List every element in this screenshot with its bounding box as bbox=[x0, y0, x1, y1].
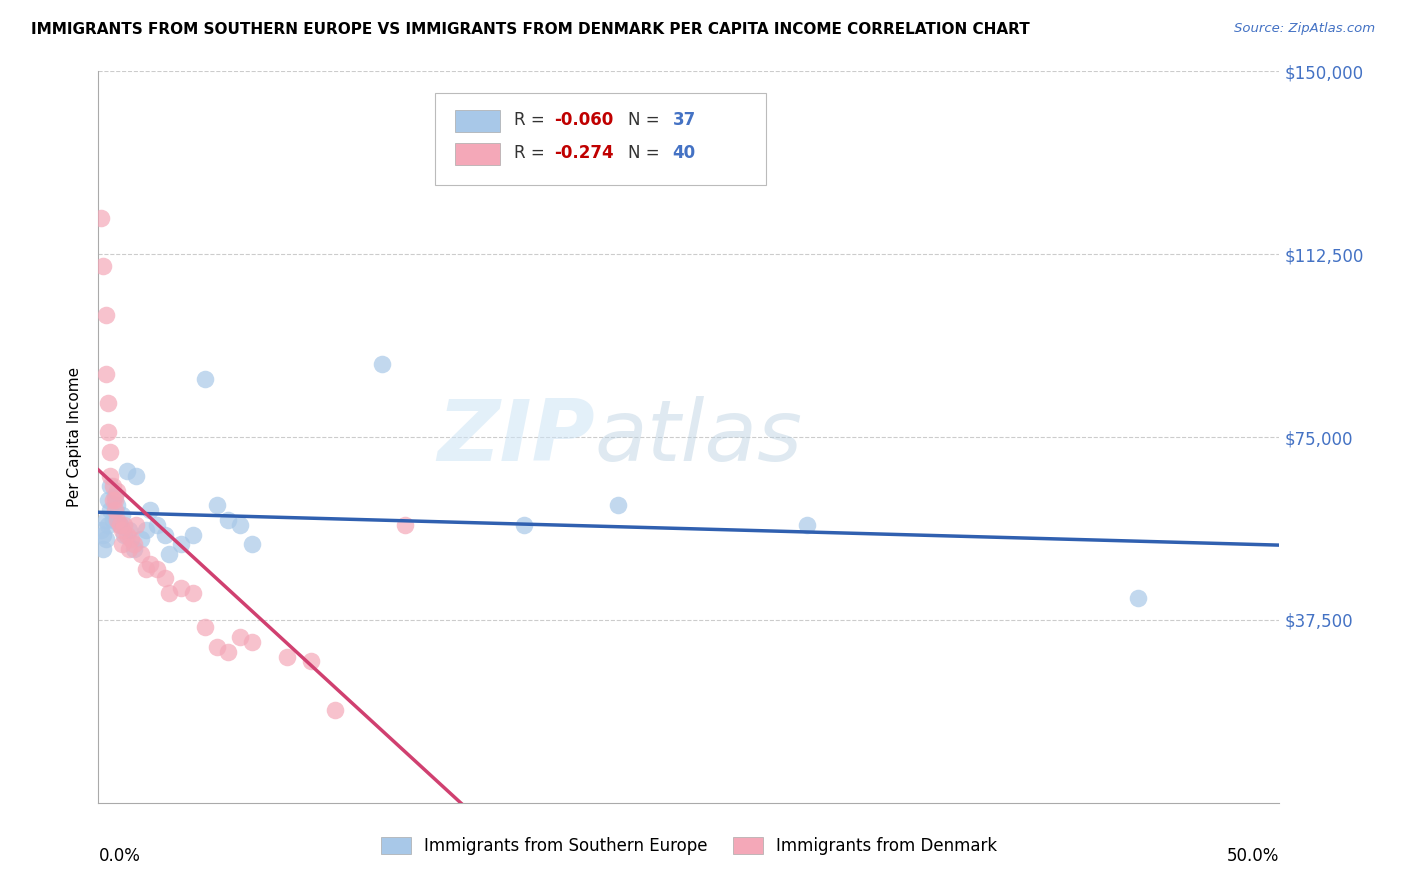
Point bbox=[122, 542, 145, 557]
FancyBboxPatch shape bbox=[456, 110, 501, 132]
Point bbox=[157, 586, 180, 600]
Point bbox=[98, 469, 121, 483]
Point bbox=[118, 523, 141, 537]
Point bbox=[170, 581, 193, 595]
Point bbox=[101, 479, 124, 493]
Point bbox=[94, 533, 117, 547]
Point bbox=[94, 308, 117, 322]
Point bbox=[139, 557, 162, 571]
Point bbox=[135, 562, 157, 576]
Point bbox=[101, 493, 124, 508]
Point bbox=[98, 503, 121, 517]
Point bbox=[101, 513, 124, 527]
Point bbox=[153, 572, 176, 586]
Point bbox=[97, 425, 120, 440]
Point bbox=[607, 499, 630, 513]
Point bbox=[91, 527, 114, 541]
Point bbox=[104, 489, 127, 503]
Text: R =: R = bbox=[515, 145, 555, 162]
Text: 40: 40 bbox=[672, 145, 696, 162]
Point bbox=[90, 523, 112, 537]
FancyBboxPatch shape bbox=[456, 143, 501, 165]
Point bbox=[104, 503, 127, 517]
Point bbox=[181, 586, 204, 600]
Y-axis label: Per Capita Income: Per Capita Income bbox=[67, 367, 83, 508]
Point bbox=[146, 562, 169, 576]
Point bbox=[1126, 591, 1149, 605]
Point bbox=[371, 357, 394, 371]
Point bbox=[394, 517, 416, 532]
Point bbox=[170, 537, 193, 551]
Point bbox=[97, 517, 120, 532]
Point bbox=[146, 517, 169, 532]
Point bbox=[240, 635, 263, 649]
Point bbox=[115, 464, 138, 478]
Point bbox=[299, 654, 322, 668]
Text: N =: N = bbox=[627, 112, 665, 129]
Legend: Immigrants from Southern Europe, Immigrants from Denmark: Immigrants from Southern Europe, Immigra… bbox=[375, 832, 1002, 860]
Point bbox=[91, 260, 114, 274]
Point bbox=[94, 367, 117, 381]
Point bbox=[104, 493, 127, 508]
Point bbox=[229, 517, 252, 532]
Point bbox=[153, 527, 176, 541]
Point bbox=[205, 499, 228, 513]
Point bbox=[91, 542, 114, 557]
Text: -0.060: -0.060 bbox=[554, 112, 613, 129]
Point bbox=[118, 542, 141, 557]
Text: ZIP: ZIP bbox=[437, 395, 595, 479]
Point bbox=[98, 444, 121, 458]
Point bbox=[240, 537, 263, 551]
Point bbox=[125, 517, 148, 532]
Point bbox=[105, 499, 128, 513]
Point bbox=[276, 649, 298, 664]
Text: 37: 37 bbox=[672, 112, 696, 129]
Point bbox=[157, 547, 180, 561]
Text: atlas: atlas bbox=[595, 395, 803, 479]
Point bbox=[121, 533, 143, 547]
Point bbox=[108, 517, 131, 532]
Point bbox=[90, 211, 112, 225]
Text: 50.0%: 50.0% bbox=[1227, 847, 1279, 864]
Point bbox=[111, 508, 134, 522]
Point bbox=[129, 533, 152, 547]
Point bbox=[108, 517, 131, 532]
Point bbox=[122, 537, 145, 551]
Point bbox=[94, 513, 117, 527]
Point bbox=[181, 527, 204, 541]
Point bbox=[105, 513, 128, 527]
Point bbox=[98, 479, 121, 493]
Point bbox=[217, 645, 239, 659]
Point bbox=[111, 523, 134, 537]
Point bbox=[229, 630, 252, 644]
Point bbox=[105, 483, 128, 498]
Point bbox=[217, 513, 239, 527]
Text: N =: N = bbox=[627, 145, 665, 162]
Point bbox=[112, 517, 135, 532]
Point bbox=[796, 517, 818, 532]
Point bbox=[194, 620, 217, 634]
Point bbox=[115, 527, 138, 541]
Text: -0.274: -0.274 bbox=[554, 145, 614, 162]
Text: Source: ZipAtlas.com: Source: ZipAtlas.com bbox=[1234, 22, 1375, 36]
Point bbox=[194, 371, 217, 385]
Point bbox=[139, 503, 162, 517]
Point bbox=[129, 547, 152, 561]
Point bbox=[135, 523, 157, 537]
Text: 0.0%: 0.0% bbox=[98, 847, 141, 864]
Point bbox=[205, 640, 228, 654]
Point bbox=[111, 537, 134, 551]
Point bbox=[125, 469, 148, 483]
Point bbox=[97, 493, 120, 508]
Point bbox=[112, 527, 135, 541]
FancyBboxPatch shape bbox=[434, 94, 766, 185]
Point bbox=[97, 396, 120, 410]
Point bbox=[512, 517, 534, 532]
Text: R =: R = bbox=[515, 112, 550, 129]
Point bbox=[323, 703, 346, 717]
Text: IMMIGRANTS FROM SOUTHERN EUROPE VS IMMIGRANTS FROM DENMARK PER CAPITA INCOME COR: IMMIGRANTS FROM SOUTHERN EUROPE VS IMMIG… bbox=[31, 22, 1029, 37]
